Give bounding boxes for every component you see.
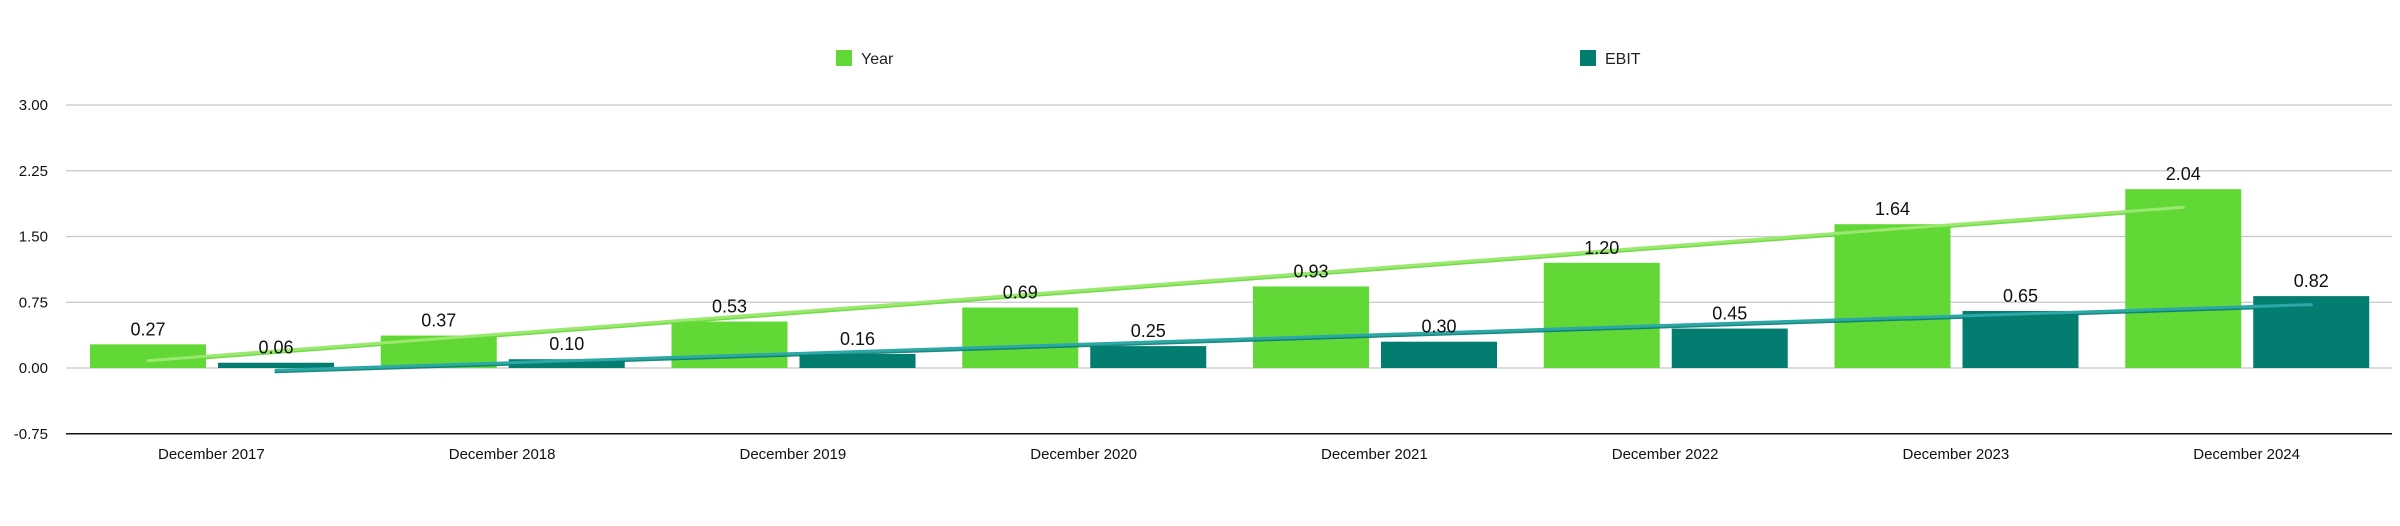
y-tick-label: 0.00 xyxy=(19,360,48,377)
x-category-label: December 2019 xyxy=(740,446,847,463)
data-label: 0.16 xyxy=(840,329,875,349)
x-category-label: December 2018 xyxy=(449,446,556,463)
x-category-label: December 2022 xyxy=(1612,446,1719,463)
data-label: 0.65 xyxy=(2003,286,2038,306)
data-label: 0.10 xyxy=(549,334,584,354)
bar xyxy=(2125,189,2242,368)
data-label: 0.37 xyxy=(421,311,456,331)
y-axis-ticks: 3.00 2.25 1.50 0.75 0.00 -0.75 xyxy=(14,97,48,443)
trendline xyxy=(274,303,2313,372)
bar xyxy=(1090,346,1207,368)
data-label: 0.53 xyxy=(712,297,747,317)
legend-swatch xyxy=(1580,50,1596,66)
legend-swatch xyxy=(836,50,852,66)
data-label: 0.82 xyxy=(2294,271,2329,291)
bar xyxy=(1543,262,1660,368)
data-label: 0.93 xyxy=(1293,261,1328,281)
data-label: 0.25 xyxy=(1131,321,1166,341)
legend-label: EBIT xyxy=(1605,51,1641,68)
bar xyxy=(1834,224,1951,368)
gridlines xyxy=(66,104,2392,435)
data-label: 0.69 xyxy=(1003,283,1038,303)
x-category-label: December 2021 xyxy=(1321,446,1428,463)
y-tick-label: 3.00 xyxy=(19,97,48,114)
bar xyxy=(1381,341,1497,368)
legend: Year EBIT xyxy=(836,50,1641,68)
data-label: 2.04 xyxy=(2166,164,2201,184)
bar xyxy=(671,321,788,368)
data-label: 0.27 xyxy=(130,319,165,339)
legend-label: Year xyxy=(861,51,894,68)
x-axis-categories: December 2017 December 2018 December 2019 D… xyxy=(158,446,2300,463)
y-tick-label: 0.75 xyxy=(19,294,48,311)
bar xyxy=(799,353,916,368)
bar xyxy=(1253,286,1369,368)
trendline xyxy=(146,205,2185,363)
data-label: 0.45 xyxy=(1712,304,1747,324)
bar xyxy=(1962,311,2079,368)
y-tick-label: 2.25 xyxy=(19,163,48,180)
x-category-label: December 2024 xyxy=(2193,446,2300,463)
y-tick-label: 1.50 xyxy=(19,229,48,246)
bar xyxy=(90,344,206,368)
data-label: 1.20 xyxy=(1584,238,1619,258)
x-category-label: December 2020 xyxy=(1030,446,1137,463)
data-labels: 0.27 0.06 0.37 0.10 0.53 0.16 0.69 0.25 0.93 0.30… xyxy=(130,164,2328,358)
bar xyxy=(1671,328,1788,368)
bar xyxy=(962,307,1079,368)
data-label: 0.30 xyxy=(1421,317,1456,337)
x-category-label: December 2017 xyxy=(158,446,265,463)
y-tick-label: -0.75 xyxy=(14,426,48,443)
data-label: 0.06 xyxy=(258,338,293,358)
data-label: 1.64 xyxy=(1875,199,1910,219)
bar xyxy=(218,362,334,368)
x-category-label: December 2023 xyxy=(1903,446,2010,463)
trendlines xyxy=(146,205,2313,374)
